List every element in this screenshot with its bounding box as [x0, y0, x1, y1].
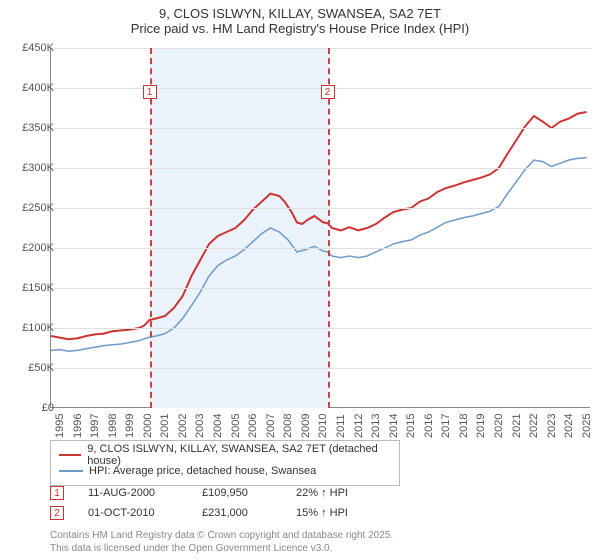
gridline-h	[51, 288, 591, 289]
x-axis-label: 2006	[247, 414, 259, 438]
gridline-h	[51, 128, 591, 129]
title-line1: 9, CLOS ISLWYN, KILLAY, SWANSEA, SA2 7ET	[0, 6, 600, 21]
x-axis-label: 2001	[159, 414, 171, 438]
x-axis-label: 2009	[300, 414, 312, 438]
sale-vline	[328, 48, 330, 408]
x-axis-label: 2000	[142, 414, 154, 438]
title-block: 9, CLOS ISLWYN, KILLAY, SWANSEA, SA2 7ET…	[0, 0, 600, 40]
x-axis-label: 1998	[107, 414, 119, 438]
plot-region: 12	[50, 48, 590, 408]
x-axis-label: 1996	[72, 414, 84, 438]
x-axis-label: 2004	[212, 414, 224, 438]
x-axis-label: 2023	[546, 414, 558, 438]
sale-vshpi-2: 15% ↑ HPI	[296, 507, 348, 519]
y-axis-label: £0	[42, 402, 54, 414]
footnote-line2: This data is licensed under the Open Gov…	[50, 543, 393, 556]
y-axis-label: £400K	[22, 82, 54, 94]
x-axis-label: 2019	[475, 414, 487, 438]
gridline-h	[51, 168, 591, 169]
sale-date-2: 01-OCT-2010	[88, 507, 178, 519]
x-axis-label: 2017	[440, 414, 452, 438]
x-axis-label: 1995	[54, 414, 66, 438]
y-axis-label: £350K	[22, 122, 54, 134]
series-price_paid	[51, 112, 587, 339]
y-axis-label: £50K	[28, 362, 54, 374]
x-axis-label: 2015	[405, 414, 417, 438]
sale-price-2: £231,000	[202, 507, 272, 519]
x-axis-label: 1997	[89, 414, 101, 438]
x-axis-label: 2002	[177, 414, 189, 438]
sale-marker-2: 2	[50, 506, 64, 520]
y-axis-label: £300K	[22, 162, 54, 174]
x-axis-label: 2010	[317, 414, 329, 438]
sale-row-1: 1 11-AUG-2000 £109,950 22% ↑ HPI	[50, 486, 348, 500]
chart-container: 9, CLOS ISLWYN, KILLAY, SWANSEA, SA2 7ET…	[0, 0, 600, 560]
x-axis-label: 2003	[194, 414, 206, 438]
sale-price-1: £109,950	[202, 487, 272, 499]
sale-marker-box: 2	[321, 85, 335, 99]
x-axis-label: 2016	[423, 414, 435, 438]
y-axis-label: £200K	[22, 242, 54, 254]
x-axis-label: 2012	[353, 414, 365, 438]
title-line2: Price paid vs. HM Land Registry's House …	[0, 21, 600, 36]
x-axis-label: 2013	[370, 414, 382, 438]
gridline-h	[51, 248, 591, 249]
x-axis-label: 2024	[563, 414, 575, 438]
y-axis-label: £450K	[22, 42, 54, 54]
x-axis-label: 2007	[265, 414, 277, 438]
footnote-line1: Contains HM Land Registry data © Crown c…	[50, 530, 393, 543]
legend-swatch-series1	[59, 454, 81, 456]
sale-marker-1: 1	[50, 486, 64, 500]
footnote: Contains HM Land Registry data © Crown c…	[50, 530, 393, 555]
legend-swatch-series2	[59, 470, 83, 472]
gridline-h	[51, 368, 591, 369]
x-axis-label: 2005	[230, 414, 242, 438]
sale-marker-box: 1	[143, 85, 157, 99]
chart-area: 12	[50, 48, 590, 408]
y-axis-label: £100K	[22, 322, 54, 334]
x-axis-label: 2022	[528, 414, 540, 438]
legend-label-series1: 9, CLOS ISLWYN, KILLAY, SWANSEA, SA2 7ET…	[87, 443, 391, 467]
line-series-svg	[51, 48, 591, 408]
series-hpi	[51, 158, 587, 352]
gridline-h	[51, 208, 591, 209]
y-axis-label: £250K	[22, 202, 54, 214]
x-axis-label: 2014	[388, 414, 400, 438]
legend-row-series1: 9, CLOS ISLWYN, KILLAY, SWANSEA, SA2 7ET…	[59, 447, 391, 463]
gridline-h	[51, 48, 591, 49]
sale-vshpi-1: 22% ↑ HPI	[296, 487, 348, 499]
y-axis-label: £150K	[22, 282, 54, 294]
legend-label-series2: HPI: Average price, detached house, Swan…	[89, 465, 316, 477]
legend-box: 9, CLOS ISLWYN, KILLAY, SWANSEA, SA2 7ET…	[50, 440, 400, 486]
sale-vline	[150, 48, 152, 408]
gridline-h	[51, 328, 591, 329]
x-axis-label: 2025	[581, 414, 593, 438]
x-axis-label: 2008	[282, 414, 294, 438]
sale-date-1: 11-AUG-2000	[88, 487, 178, 499]
sale-row-2: 2 01-OCT-2010 £231,000 15% ↑ HPI	[50, 506, 348, 520]
x-axis-label: 2020	[493, 414, 505, 438]
x-axis-label: 1999	[124, 414, 136, 438]
x-axis-label: 2021	[511, 414, 523, 438]
x-axis-label: 2011	[335, 414, 347, 438]
x-axis-label: 2018	[458, 414, 470, 438]
